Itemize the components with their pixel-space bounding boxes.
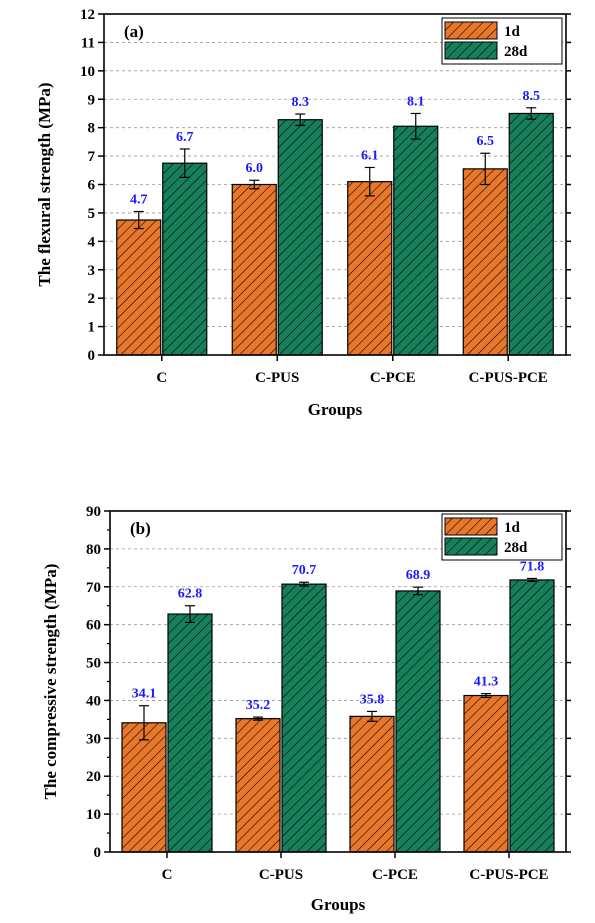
x-tick-label: C-PUS-PCE xyxy=(469,370,548,386)
y-tick-label: 90 xyxy=(86,504,101,520)
y-tick-label: 12 xyxy=(80,7,95,23)
y-tick-label: 30 xyxy=(86,731,101,747)
legend-swatch-28d xyxy=(444,41,498,60)
y-tick-label: 2 xyxy=(88,291,96,307)
y-tick-label: 60 xyxy=(86,618,101,634)
y-tick-label: 10 xyxy=(80,64,95,80)
y-axis-title: The flexural strength (MPa) xyxy=(35,82,54,286)
bar-1d-c xyxy=(116,219,162,356)
bar-1d-c-pus-pce xyxy=(463,694,509,853)
panel-label: (a) xyxy=(124,22,144,41)
x-tick-label: C-PCE xyxy=(370,370,416,386)
legend-label-28d: 28d xyxy=(504,44,528,60)
legend-swatch-1d xyxy=(444,517,498,536)
x-tick-label: C-PCE xyxy=(372,867,418,883)
data-label: 70.7 xyxy=(292,563,317,578)
y-tick-label: 0 xyxy=(88,348,96,364)
y-tick-label: 20 xyxy=(86,769,101,785)
bar-28d-c xyxy=(162,162,208,356)
data-label: 71.8 xyxy=(520,559,545,574)
x-tick-label: C xyxy=(156,370,167,386)
bar-1d-c xyxy=(121,722,167,853)
plot-frame xyxy=(109,510,567,853)
data-label: 6.5 xyxy=(477,134,495,149)
bar-28d-c-pus-pce xyxy=(508,112,554,356)
y-tick-label: 9 xyxy=(88,92,96,108)
data-label: 41.3 xyxy=(474,675,499,690)
data-label: 35.2 xyxy=(246,698,271,713)
y-tick-label: 80 xyxy=(86,542,101,558)
y-tick-label: 4 xyxy=(88,234,96,250)
bar-1d-c-pus xyxy=(231,183,277,356)
y-tick-label: 10 xyxy=(86,807,101,823)
bar-28d-c-pus-pce xyxy=(509,579,555,853)
bar-28d-c-pce xyxy=(395,590,441,853)
bar-1d-c-pus xyxy=(235,718,281,853)
y-tick-label: 40 xyxy=(86,693,101,709)
x-tick-label: C-PUS xyxy=(255,370,299,386)
y-axis-title: The compressive strength (MPa) xyxy=(41,564,60,800)
y-tick-label: 11 xyxy=(81,35,95,51)
data-label: 8.1 xyxy=(407,94,425,109)
y-tick-label: 3 xyxy=(88,263,96,279)
legend-swatch-28d xyxy=(444,537,498,556)
y-tick-label: 5 xyxy=(88,206,96,222)
plot-frame xyxy=(103,13,567,356)
data-label: 6.7 xyxy=(176,130,194,145)
legend-label-1d: 1d xyxy=(504,24,521,40)
y-tick-label: 50 xyxy=(86,656,101,672)
bar-28d-c-pus xyxy=(281,583,327,853)
y-tick-label: 70 xyxy=(86,580,101,596)
x-axis-title: Groups xyxy=(308,400,363,419)
x-tick-label: C-PUS-PCE xyxy=(469,867,548,883)
y-tick-label: 8 xyxy=(88,121,96,137)
flexural-strength-chart: 01234567891011124.76.7C6.08.3C-PUS6.18.1… xyxy=(35,7,571,419)
y-tick-label: 1 xyxy=(88,320,96,336)
legend-label-28d: 28d xyxy=(504,540,528,556)
x-tick-label: C xyxy=(162,867,173,883)
data-label: 6.1 xyxy=(361,148,379,163)
x-axis-title: Groups xyxy=(311,895,366,914)
data-label: 62.8 xyxy=(178,587,203,602)
bar-28d-c-pce xyxy=(393,125,439,356)
bar-28d-c xyxy=(167,613,213,853)
bar-1d-c-pce xyxy=(349,715,395,853)
data-label: 4.7 xyxy=(130,192,148,207)
y-tick-label: 6 xyxy=(88,178,96,194)
x-tick-label: C-PUS xyxy=(259,867,303,883)
compressive-strength-chart: 0 10 20 30 40 50 60 70 80 90 34.1 62.8 C 35.2 70.7 C-PU… xyxy=(41,504,571,914)
y-tick-label: 0 xyxy=(94,845,102,861)
bar-28d-c-pus xyxy=(277,119,323,356)
legend-label-1d: 1d xyxy=(504,520,521,536)
legend-swatch-1d xyxy=(444,21,498,40)
data-label: 6.0 xyxy=(246,161,264,176)
bar-1d-c-pus-pce xyxy=(462,168,508,356)
bar-1d-c-pce xyxy=(347,181,393,356)
data-label: 35.8 xyxy=(360,692,385,707)
panel-label: (b) xyxy=(130,519,151,538)
data-label: 68.9 xyxy=(406,568,431,583)
y-tick-label: 7 xyxy=(88,149,96,165)
data-label: 8.3 xyxy=(292,95,310,110)
data-label: 34.1 xyxy=(132,687,157,702)
data-label: 8.5 xyxy=(523,89,541,104)
